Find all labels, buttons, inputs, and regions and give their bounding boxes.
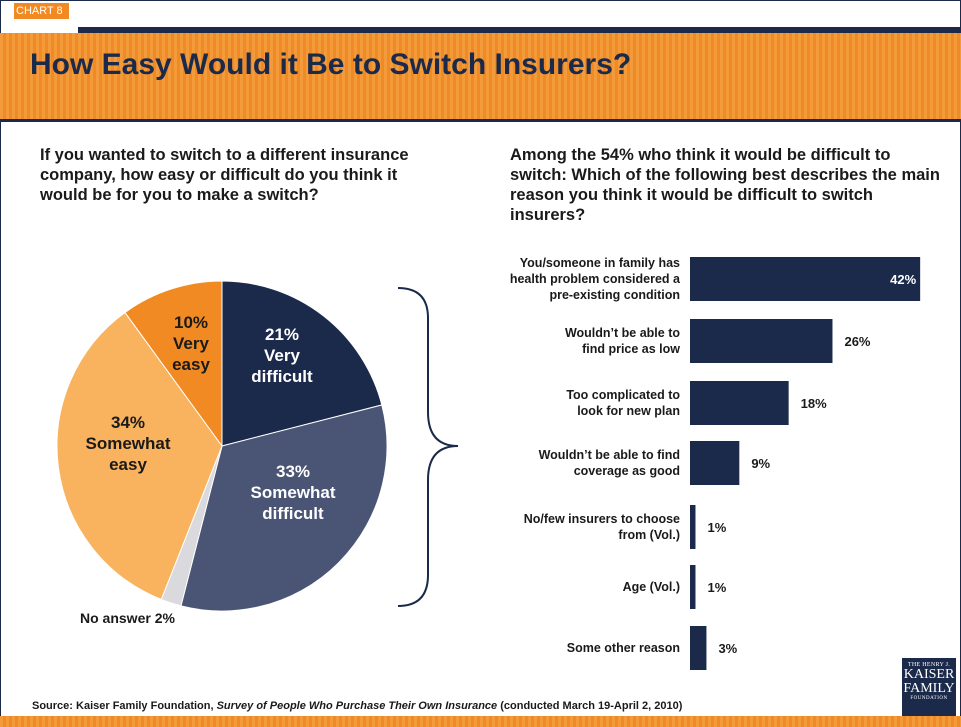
- bar-category-label: pre-existing condition: [549, 288, 680, 302]
- bar-category-label: look for new plan: [577, 404, 680, 418]
- title-band: [0, 33, 961, 122]
- pie-label: easy: [109, 455, 147, 474]
- pie-label: 33%: [276, 462, 310, 481]
- pie-label: Very: [264, 346, 300, 365]
- pie-label: 21%: [265, 325, 299, 344]
- bar-value-label: 1%: [707, 520, 726, 535]
- bar: [690, 505, 696, 549]
- pie-external-label: No answer 2%: [80, 610, 175, 626]
- bar-category-label: Age (Vol.): [623, 580, 680, 594]
- pie-label: easy: [172, 355, 210, 374]
- tag-divider: [78, 27, 960, 33]
- bar-category-label: coverage as good: [574, 464, 680, 478]
- pie-slice: [180, 404, 388, 612]
- bar-category-label: Wouldn’t be able to find: [539, 448, 680, 462]
- bar: [690, 257, 921, 301]
- bar: [690, 441, 740, 485]
- logo-line-1: THE HENRY J.: [907, 662, 951, 668]
- bar-value-label: 18%: [801, 396, 827, 411]
- bottom-band: [0, 716, 961, 727]
- bar-value-label: 26%: [844, 334, 870, 349]
- source-suffix: (conducted March 19-April 2, 2010): [497, 700, 683, 712]
- bar-category-label: You/someone in family has: [520, 256, 680, 270]
- pie-label: 34%: [111, 413, 145, 432]
- bar-category-label: from (Vol.): [618, 528, 680, 542]
- pie-label: Very: [173, 334, 209, 353]
- right-question: Among the 54% who think it would be diff…: [510, 146, 940, 224]
- source-survey-title: Survey of People Who Purchase Their Own …: [216, 700, 498, 712]
- curly-brace: [397, 287, 459, 607]
- pie-slice: [56, 311, 223, 601]
- logo-line-4: FOUNDATION: [910, 696, 948, 701]
- bar-value-label: 3%: [718, 641, 737, 656]
- bar: [690, 626, 707, 670]
- bar-category-label: find price as low: [582, 342, 680, 356]
- pie-label: difficult: [262, 504, 324, 523]
- logo-line-3: FAMILY: [903, 681, 955, 696]
- logo-line-2: KAISER: [903, 667, 955, 682]
- source-prefix: Source: Kaiser Family Foundation,: [32, 700, 217, 712]
- pie-label: difficult: [251, 367, 313, 386]
- bar-value-label: 1%: [707, 580, 726, 595]
- chart-tag: CHART 8: [14, 3, 69, 19]
- bar-value-label: 9%: [751, 456, 770, 471]
- bar-category-label: Wouldn’t be able to: [565, 326, 680, 340]
- bar: [690, 565, 696, 609]
- bar-value-label: 42%: [890, 272, 916, 287]
- bar-category-label: Some other reason: [567, 641, 680, 655]
- pie-label: 10%: [174, 313, 208, 332]
- page-title: How Easy Would it Be to Switch Insurers?: [30, 48, 632, 81]
- left-question: If you wanted to switch to a different i…: [40, 146, 409, 204]
- bar: [690, 381, 789, 425]
- bar-category-label: health problem considered a: [510, 272, 681, 286]
- source-note: Source: Kaiser Family Foundation, Survey…: [32, 700, 682, 712]
- bar: [690, 319, 833, 363]
- kff-logo: THE HENRY J. KAISER FAMILY FOUNDATION: [902, 658, 956, 716]
- pie-slice: [124, 280, 223, 448]
- pie-slice: [221, 280, 383, 447]
- bar-category-label: No/few insurers to choose: [524, 512, 680, 526]
- bar-category-label: Too complicated to: [566, 388, 680, 402]
- pie-label: Somewhat: [85, 434, 170, 453]
- pie-label: Somewhat: [250, 483, 335, 502]
